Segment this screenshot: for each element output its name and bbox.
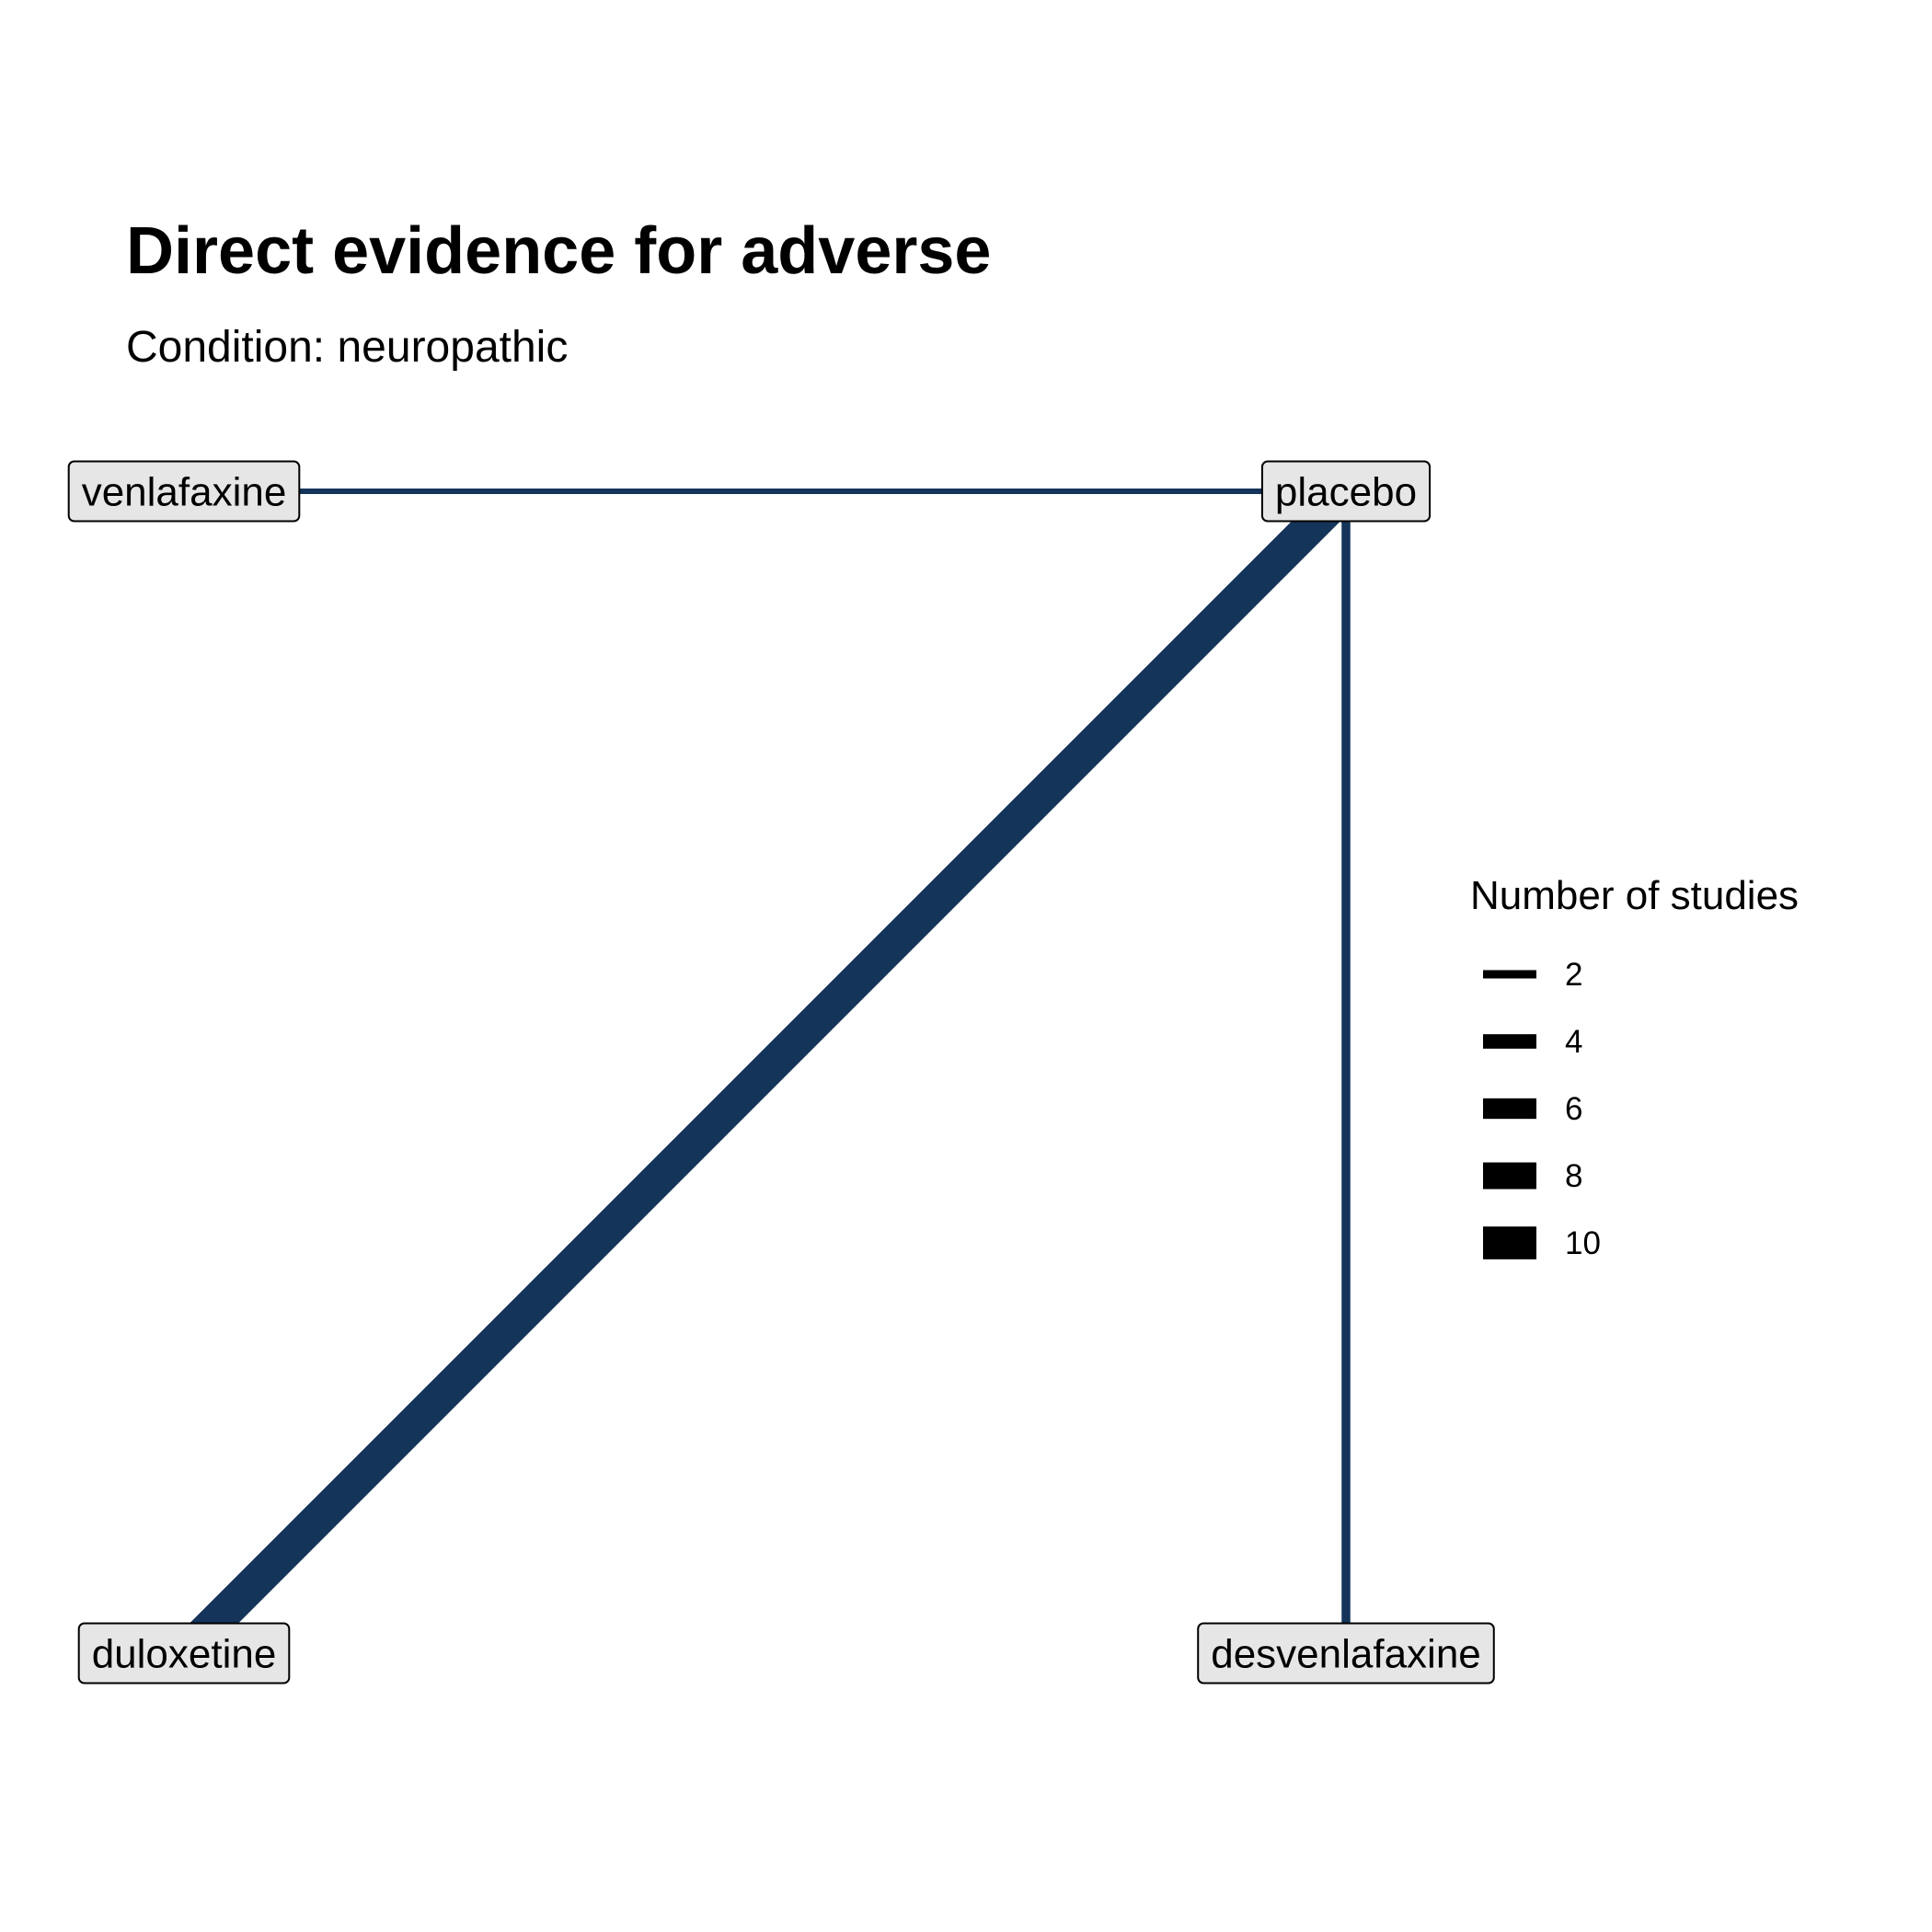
diagram-title: Direct evidence for adverse xyxy=(126,214,992,288)
nodes-layer: venlafaxine placebo duloxetine desvenlafaxi… xyxy=(67,460,1495,1685)
legend-mark-10 xyxy=(1483,1226,1536,1259)
legend-mark-8 xyxy=(1483,1162,1536,1190)
node-duloxetine: duloxetine xyxy=(77,1622,291,1685)
legend-title: Number of studies xyxy=(1470,873,1799,918)
node-label-placebo: placebo xyxy=(1275,469,1417,514)
node-label-venlafaxine: venlafaxine xyxy=(82,469,287,514)
node-box-placebo xyxy=(1260,460,1432,523)
node-placebo: placebo xyxy=(1260,460,1432,523)
legend-label-6: 6 xyxy=(1565,1091,1582,1127)
node-box-desvenlafaxine xyxy=(1197,1622,1495,1685)
node-label-duloxetine: duloxetine xyxy=(92,1631,277,1676)
node-box-duloxetine xyxy=(77,1622,291,1685)
node-label-desvenlafaxine: desvenlafaxine xyxy=(1211,1631,1481,1676)
legend-label-8: 8 xyxy=(1565,1158,1582,1194)
legend-mark-6 xyxy=(1483,1098,1536,1120)
edge-placebo-duloxetine xyxy=(171,478,1359,1666)
diagram-subtitle: Condition: neuropathic xyxy=(126,323,569,372)
legend-mark-4 xyxy=(1483,1034,1536,1049)
legend-label-2: 2 xyxy=(1565,957,1582,993)
edges-layer xyxy=(171,478,1359,1666)
legend-label-4: 4 xyxy=(1565,1024,1582,1060)
legend-label-10: 10 xyxy=(1565,1225,1601,1261)
legend-mark-2 xyxy=(1483,970,1536,979)
node-box-venlafaxine xyxy=(67,460,301,523)
node-desvenlafaxine: desvenlafaxine xyxy=(1197,1622,1495,1685)
legend: Number of studies 2 4 6 8 10 xyxy=(1470,873,1799,1261)
node-venlafaxine: venlafaxine xyxy=(67,460,301,523)
